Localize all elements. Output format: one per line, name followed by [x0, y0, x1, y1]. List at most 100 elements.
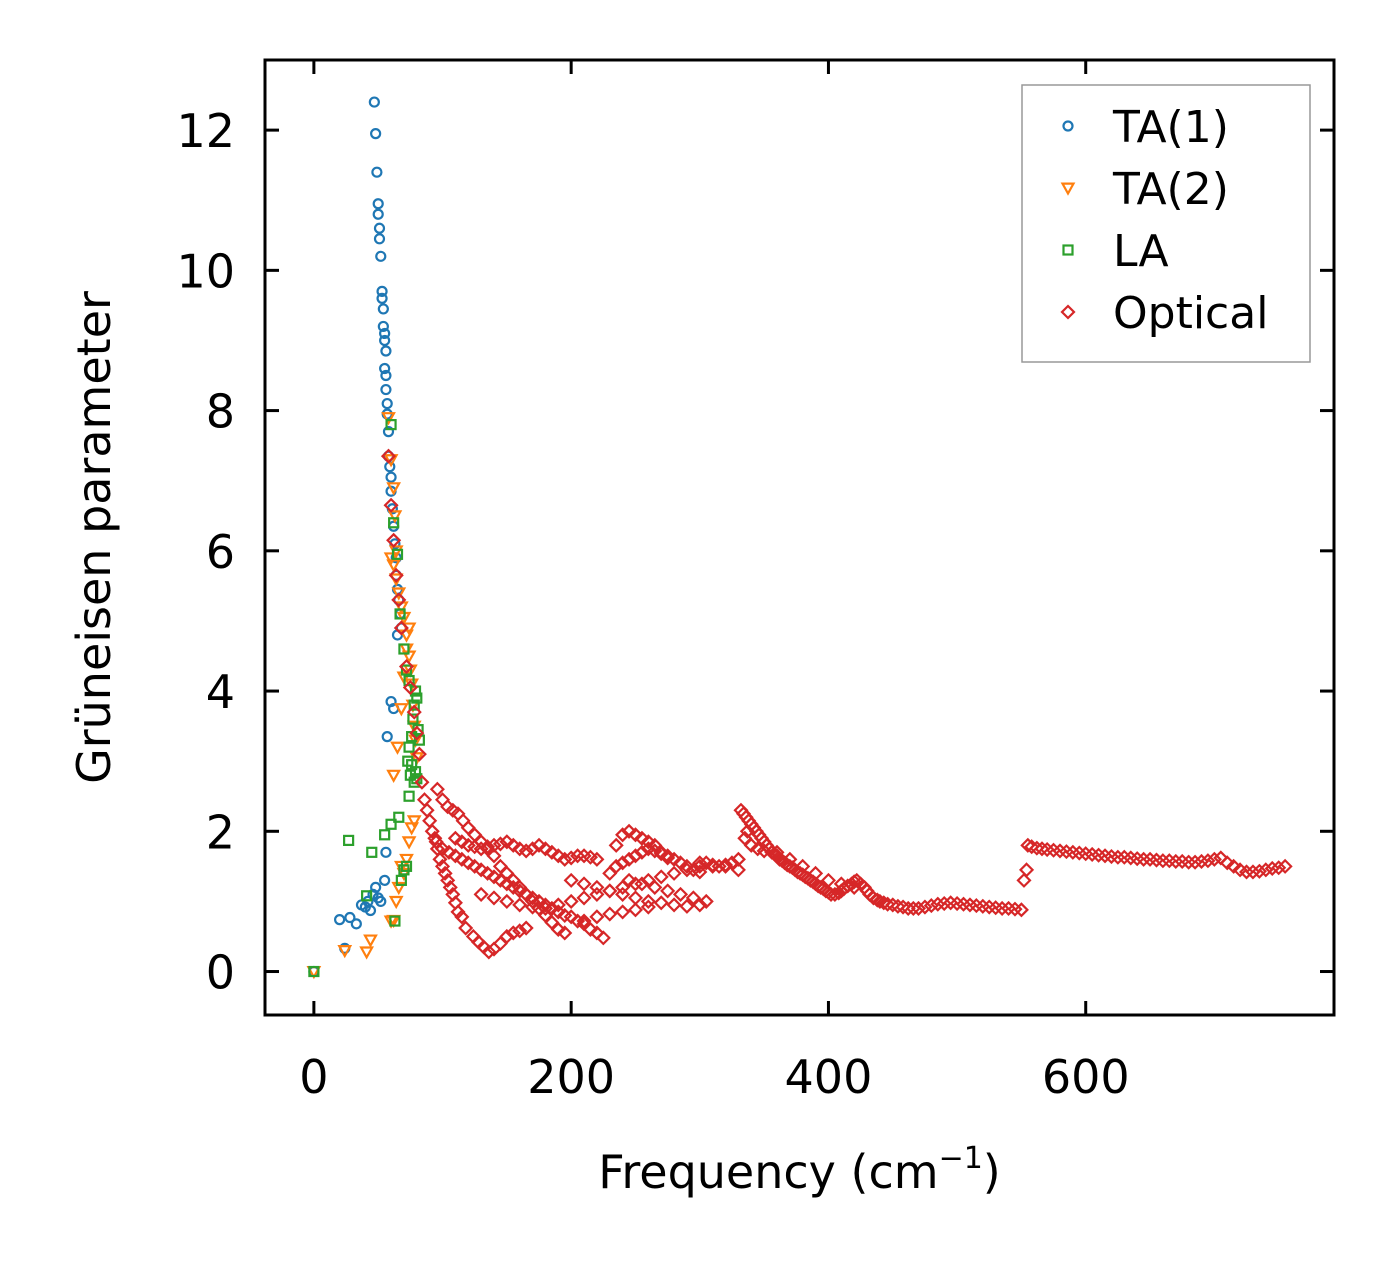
data-point — [486, 848, 502, 864]
data-point — [627, 902, 644, 918]
data-point — [361, 890, 373, 902]
data-point — [402, 679, 418, 696]
x-axis-title-end: ) — [983, 1145, 1001, 1199]
data-point — [525, 841, 541, 857]
data-point — [640, 834, 656, 850]
data-point — [679, 898, 695, 914]
data-point — [486, 869, 502, 885]
data-point — [930, 896, 946, 912]
data-point — [1245, 864, 1261, 880]
data-point — [381, 731, 393, 743]
data-point — [409, 752, 425, 766]
legend-item: Optical — [1060, 288, 1268, 339]
data-point — [756, 843, 772, 859]
data-point — [364, 904, 377, 917]
data-point — [389, 915, 401, 927]
data-point — [544, 900, 560, 916]
data-point — [400, 664, 413, 676]
data-point — [434, 841, 451, 857]
data-point — [660, 850, 676, 866]
data-point — [409, 725, 425, 741]
data-point — [550, 848, 566, 864]
data-point — [486, 837, 502, 853]
data-point — [621, 872, 637, 888]
data-point — [589, 879, 605, 895]
legend-item: TA(2) — [1060, 164, 1229, 215]
points-layer — [306, 96, 1293, 980]
data-point — [627, 848, 644, 864]
legend-item: LA — [1062, 226, 1169, 277]
data-point — [308, 965, 320, 978]
data-point — [437, 865, 453, 881]
data-point — [1016, 872, 1032, 888]
data-point — [399, 853, 414, 868]
data-point — [994, 900, 1010, 916]
data-point — [685, 890, 701, 906]
data-point — [923, 898, 939, 914]
data-point — [386, 482, 402, 496]
data-point — [666, 865, 682, 881]
data-point — [518, 886, 534, 902]
data-point — [647, 879, 663, 895]
data-point — [407, 713, 419, 725]
data-point — [550, 921, 566, 938]
data-point — [388, 517, 400, 529]
data-point — [400, 860, 413, 872]
data-point — [391, 592, 407, 608]
data-point — [1271, 860, 1287, 876]
data-point — [486, 890, 502, 906]
data-point — [576, 876, 592, 892]
data-point — [416, 792, 433, 808]
ticks-layer: 0 200 400 600 0 2 4 6 8 10 12 — [176, 60, 1334, 1104]
data-point — [827, 886, 843, 902]
data-point — [557, 851, 573, 867]
data-point — [1060, 182, 1076, 196]
data-point — [531, 837, 547, 853]
data-point — [880, 896, 896, 912]
data-point — [447, 848, 463, 864]
data-point — [820, 872, 836, 888]
data-point — [1060, 304, 1076, 320]
y-tick-label: 4 — [206, 665, 235, 719]
data-point — [371, 166, 383, 178]
y-tick-label: 6 — [206, 525, 235, 579]
x-tick-label: 600 — [1042, 1050, 1130, 1104]
data-point — [615, 855, 631, 871]
data-point — [570, 848, 586, 864]
data-point — [454, 851, 470, 867]
x-axis-title: Frequency (cm−1) — [598, 1141, 1001, 1199]
data-point — [518, 843, 534, 859]
legend-label: Optical — [1113, 288, 1268, 339]
data-point — [440, 872, 456, 888]
data-point — [406, 759, 418, 771]
data-point — [660, 883, 676, 899]
data-point — [370, 128, 382, 140]
data-point — [1155, 853, 1171, 869]
data-point — [391, 881, 407, 896]
data-point — [544, 844, 560, 860]
data-point — [505, 837, 521, 853]
data-point — [460, 855, 476, 871]
data-point — [390, 741, 405, 755]
data-point — [422, 813, 438, 829]
data-point — [833, 876, 849, 892]
data-point — [411, 746, 427, 762]
data-point — [936, 895, 952, 912]
data-point — [910, 900, 927, 916]
data-point — [499, 876, 515, 892]
y-tick-label: 0 — [206, 946, 235, 1000]
data-point — [563, 872, 579, 888]
y-tick-label: 12 — [176, 104, 235, 158]
data-point — [393, 811, 405, 823]
data-point — [398, 658, 415, 675]
data-point — [386, 532, 402, 548]
data-point — [350, 918, 362, 930]
y-axis-title: Grüneisen parameter — [67, 291, 121, 784]
data-point — [589, 851, 605, 867]
data-point — [634, 844, 650, 860]
data-point — [589, 886, 605, 902]
data-point — [846, 879, 862, 895]
data-point — [473, 886, 489, 902]
data-point — [808, 865, 824, 881]
data-point — [660, 848, 676, 864]
